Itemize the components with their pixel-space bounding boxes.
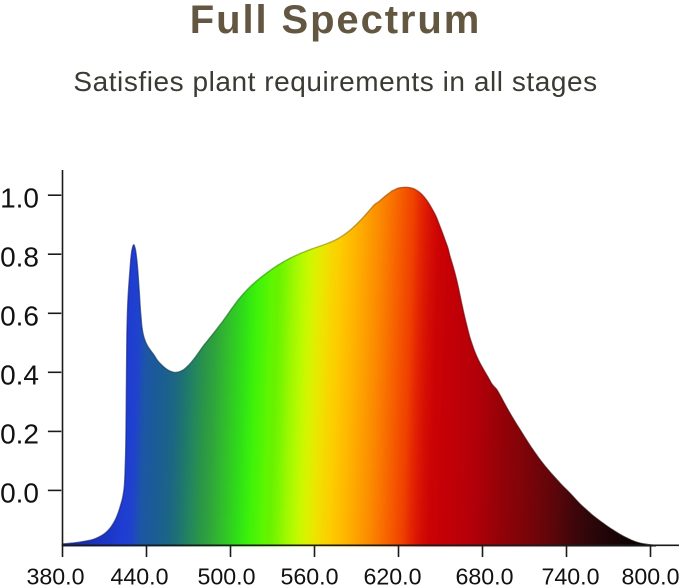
svg-text:500.0: 500.0 (197, 564, 255, 588)
svg-text:800.0: 800.0 (621, 564, 679, 588)
svg-text:0.6: 0.6 (0, 300, 39, 331)
svg-text:440.0: 440.0 (110, 564, 168, 588)
svg-text:620.0: 620.0 (363, 564, 421, 588)
svg-text:680.0: 680.0 (455, 564, 513, 588)
svg-text:740.0: 740.0 (541, 564, 599, 588)
svg-text:0.2: 0.2 (0, 419, 39, 450)
svg-text:0.0: 0.0 (0, 478, 39, 509)
svg-text:560.0: 560.0 (280, 564, 338, 588)
svg-text:0.4: 0.4 (0, 359, 39, 390)
svg-text:0.8: 0.8 (0, 241, 39, 272)
svg-text:380.0: 380.0 (26, 564, 84, 588)
svg-text:1.0: 1.0 (0, 182, 39, 213)
